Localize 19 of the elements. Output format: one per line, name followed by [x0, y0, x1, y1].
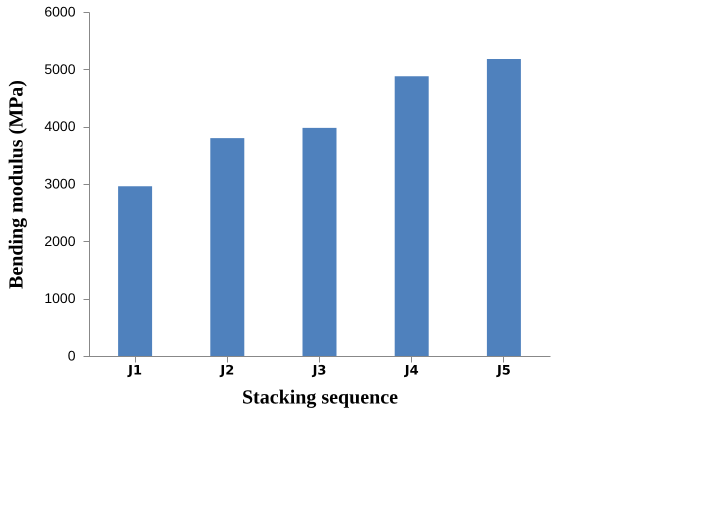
y-tick-label: 0 [68, 348, 76, 364]
y-tick-label: 5000 [44, 60, 76, 77]
y-axis-title: Bending modulus (MPa) [5, 80, 28, 289]
y-tick-label: 2000 [44, 232, 76, 249]
x-tick-label: J4 [404, 364, 419, 378]
x-tick-label: J1 [127, 364, 142, 378]
bar [302, 128, 336, 356]
bar [210, 138, 244, 356]
x-tick-label: J5 [496, 364, 511, 378]
bar [486, 59, 521, 356]
x-tick-label: J2 [219, 364, 234, 378]
bar [394, 76, 429, 356]
y-tick-label: 1000 [44, 290, 76, 306]
x-axis-title: Stacking sequence [242, 386, 398, 408]
y-tick-label: 3000 [44, 176, 76, 192]
y-tick-label: 4000 [44, 118, 76, 134]
x-tick-label: J3 [312, 364, 326, 378]
bar [118, 186, 152, 356]
y-tick-label: 6000 [44, 4, 76, 20]
